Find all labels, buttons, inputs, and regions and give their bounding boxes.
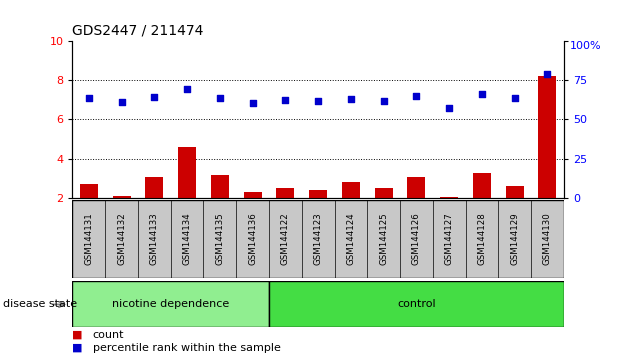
Bar <box>539 76 556 198</box>
Text: nicotine dependence: nicotine dependence <box>112 299 229 309</box>
Text: GSM144132: GSM144132 <box>117 212 126 266</box>
Text: GSM144122: GSM144122 <box>281 212 290 266</box>
Text: GSM144130: GSM144130 <box>543 212 552 266</box>
Bar <box>80 184 98 198</box>
Text: GDS2447 / 211474: GDS2447 / 211474 <box>72 23 204 37</box>
Point <box>182 86 192 92</box>
Bar <box>506 187 524 198</box>
Text: GSM144129: GSM144129 <box>510 213 519 265</box>
Bar <box>178 147 196 198</box>
Text: 100%: 100% <box>570 41 601 51</box>
Text: disease state: disease state <box>3 299 77 309</box>
Text: count: count <box>93 330 124 339</box>
Bar <box>244 192 261 198</box>
Bar <box>375 188 392 198</box>
Bar <box>113 196 130 198</box>
Bar <box>408 177 425 198</box>
Point <box>149 94 159 100</box>
Bar <box>473 173 491 198</box>
Text: GSM144124: GSM144124 <box>346 212 355 266</box>
Point <box>444 105 454 110</box>
Bar <box>269 281 564 327</box>
Point <box>84 95 94 101</box>
Point <box>477 91 487 97</box>
Point <box>248 100 258 105</box>
Point <box>510 95 520 101</box>
Text: GSM144136: GSM144136 <box>248 212 257 266</box>
Bar <box>342 183 360 198</box>
Point <box>215 95 225 101</box>
Bar <box>146 177 163 198</box>
Text: percentile rank within the sample: percentile rank within the sample <box>93 343 280 353</box>
Text: GSM144128: GSM144128 <box>478 212 486 266</box>
Bar <box>440 197 458 198</box>
Point <box>117 99 127 104</box>
Text: ■: ■ <box>72 343 83 353</box>
Point <box>313 98 323 104</box>
Text: GSM144123: GSM144123 <box>314 212 323 266</box>
Text: control: control <box>397 299 436 309</box>
Text: GSM144125: GSM144125 <box>379 212 388 266</box>
Point <box>542 72 553 77</box>
Text: GSM144126: GSM144126 <box>412 212 421 266</box>
Text: GSM144127: GSM144127 <box>445 212 454 266</box>
Bar <box>72 281 269 327</box>
Bar <box>211 175 229 198</box>
Point <box>411 93 421 99</box>
Bar <box>309 190 327 198</box>
Point <box>280 97 290 103</box>
Bar <box>277 188 294 198</box>
Point <box>379 98 389 104</box>
Text: GSM144134: GSM144134 <box>183 212 192 266</box>
Point <box>346 96 356 102</box>
Text: GSM144131: GSM144131 <box>84 212 93 266</box>
Text: GSM144135: GSM144135 <box>215 212 224 266</box>
Text: GSM144133: GSM144133 <box>150 212 159 266</box>
Text: ■: ■ <box>72 330 83 339</box>
